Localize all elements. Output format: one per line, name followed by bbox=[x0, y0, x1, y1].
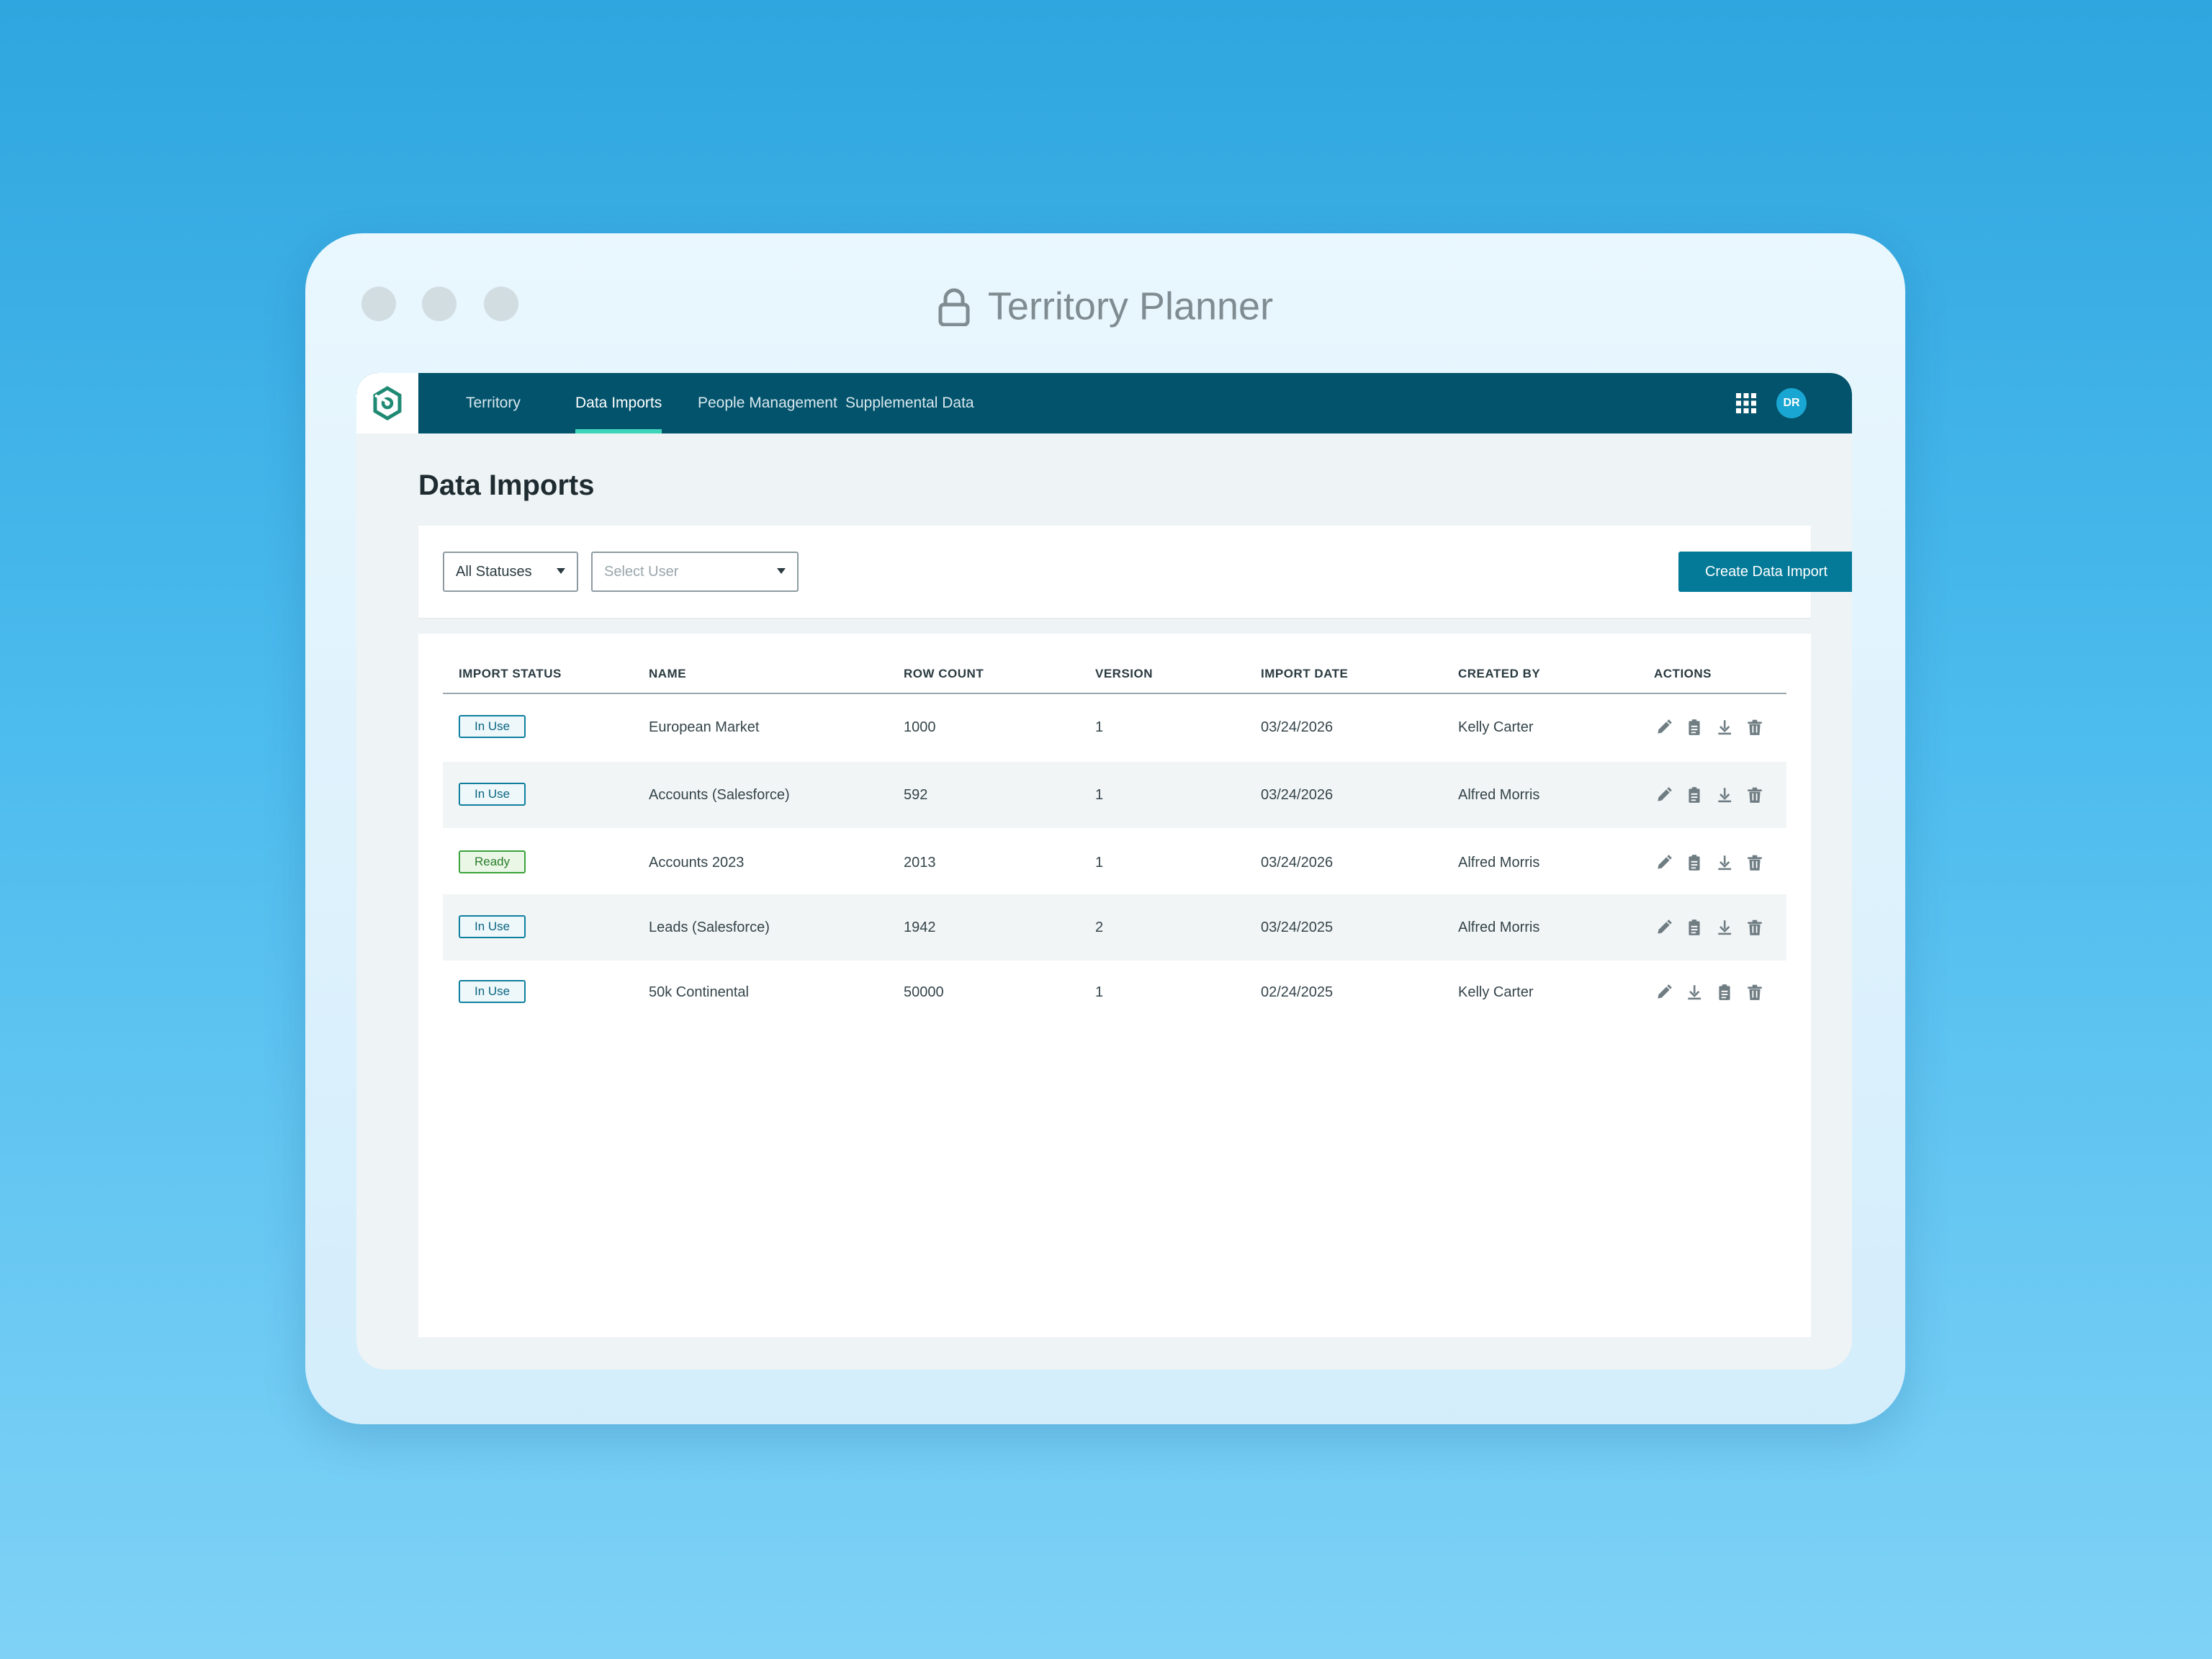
clipboard-icon[interactable] bbox=[1683, 916, 1706, 939]
row-actions bbox=[1653, 916, 1766, 939]
trash-delete-icon[interactable] bbox=[1743, 916, 1766, 939]
row-count-cell: 50000 bbox=[904, 984, 944, 1000]
column-header-row-count[interactable]: ROW COUNT bbox=[904, 667, 984, 680]
row-count-cell: 1000 bbox=[904, 719, 936, 735]
row-actions bbox=[1653, 851, 1766, 874]
pencil-edit-icon[interactable] bbox=[1653, 783, 1676, 806]
import-date-cell: 03/24/2026 bbox=[1261, 787, 1334, 803]
download-icon[interactable] bbox=[1683, 981, 1706, 1004]
data-imports-table: IMPORT STATUS NAME ROW COUNT VERSION IMP… bbox=[418, 634, 1811, 1337]
table-header: IMPORT STATUS NAME ROW COUNT VERSION IMP… bbox=[443, 655, 1786, 694]
nav-tab-people-management[interactable]: People Management bbox=[698, 395, 837, 411]
download-icon[interactable] bbox=[1713, 916, 1736, 939]
pencil-edit-icon[interactable] bbox=[1653, 981, 1676, 1004]
status-badge: In Use bbox=[459, 915, 526, 938]
import-name-cell: 50k Continental bbox=[649, 984, 749, 1000]
column-header-import-status[interactable]: IMPORT STATUS bbox=[459, 667, 562, 680]
hexagon-logo-icon bbox=[373, 386, 402, 421]
column-header-version[interactable]: VERSION bbox=[1095, 667, 1154, 680]
window-title-bar: Territory Planner bbox=[305, 276, 1905, 331]
download-icon[interactable] bbox=[1713, 851, 1736, 874]
version-cell: 2 bbox=[1095, 920, 1104, 935]
row-actions bbox=[1653, 716, 1766, 739]
user-avatar[interactable]: DR bbox=[1776, 388, 1807, 418]
filter-bar: All Statuses Select User Create Data Imp… bbox=[418, 526, 1852, 618]
version-cell: 1 bbox=[1095, 984, 1104, 1000]
pencil-edit-icon[interactable] bbox=[1653, 716, 1676, 739]
trash-delete-icon[interactable] bbox=[1743, 783, 1766, 806]
column-header-name[interactable]: NAME bbox=[649, 667, 687, 680]
import-name-cell: Accounts (Salesforce) bbox=[649, 787, 790, 803]
import-date-cell: 03/24/2026 bbox=[1261, 855, 1334, 871]
row-actions bbox=[1653, 783, 1766, 806]
window-title: Territory Planner bbox=[987, 284, 1274, 328]
browser-window: Territory Planner Territory Data Imports… bbox=[305, 233, 1905, 1424]
version-cell: 1 bbox=[1095, 719, 1104, 735]
status-badge: In Use bbox=[459, 715, 526, 738]
version-cell: 1 bbox=[1095, 787, 1104, 803]
app-frame: Territory Data Imports People Management… bbox=[356, 373, 1852, 1370]
caret-down-icon bbox=[557, 568, 565, 574]
status-badge: Ready bbox=[459, 850, 526, 873]
clipboard-icon[interactable] bbox=[1713, 981, 1736, 1004]
import-name-cell: European Market bbox=[649, 719, 760, 735]
created-by-cell: Kelly Carter bbox=[1458, 984, 1534, 1000]
nav-tab-supplemental-data[interactable]: Supplemental Data bbox=[845, 395, 974, 411]
trash-delete-icon[interactable] bbox=[1743, 851, 1766, 874]
status-filter-value: All Statuses bbox=[456, 564, 532, 580]
import-date-cell: 02/24/2025 bbox=[1261, 984, 1334, 1000]
clipboard-icon[interactable] bbox=[1683, 851, 1706, 874]
window-minimize-dot[interactable] bbox=[422, 287, 457, 321]
status-filter-select[interactable]: All Statuses bbox=[443, 552, 578, 592]
version-cell: 1 bbox=[1095, 855, 1104, 871]
table-row[interactable]: In Use European Market 1000 1 03/24/2026 Kell… bbox=[443, 694, 1786, 760]
clipboard-icon[interactable] bbox=[1683, 783, 1706, 806]
download-icon[interactable] bbox=[1713, 716, 1736, 739]
nav-tab-data-imports[interactable]: Data Imports bbox=[575, 373, 662, 433]
status-badge: In Use bbox=[459, 783, 526, 806]
import-date-cell: 03/24/2026 bbox=[1261, 719, 1334, 735]
status-badge: In Use bbox=[459, 980, 526, 1003]
download-icon[interactable] bbox=[1713, 783, 1736, 806]
app-logo[interactable] bbox=[356, 373, 418, 433]
pencil-edit-icon[interactable] bbox=[1653, 851, 1676, 874]
pencil-edit-icon[interactable] bbox=[1653, 916, 1676, 939]
table-row[interactable]: In Use Leads (Salesforce) 1942 2 03/24/2025 A… bbox=[443, 894, 1786, 961]
user-filter-select[interactable]: Select User bbox=[591, 552, 799, 592]
page-title: Data Imports bbox=[418, 469, 595, 501]
column-header-created-by[interactable]: CREATED BY bbox=[1458, 667, 1541, 680]
row-count-cell: 592 bbox=[904, 787, 928, 803]
column-header-import-date[interactable]: IMPORT DATE bbox=[1261, 667, 1349, 680]
user-filter-placeholder: Select User bbox=[604, 564, 679, 580]
created-by-cell: Alfred Morris bbox=[1458, 920, 1540, 935]
created-by-cell: Kelly Carter bbox=[1458, 719, 1534, 735]
row-count-cell: 1942 bbox=[904, 920, 936, 935]
create-data-import-button[interactable]: Create Data Import bbox=[1678, 552, 1852, 592]
column-header-actions: ACTIONS bbox=[1654, 667, 1712, 680]
nav-tab-territory[interactable]: Territory bbox=[466, 395, 521, 411]
apps-grid-icon[interactable] bbox=[1735, 392, 1758, 415]
created-by-cell: Alfred Morris bbox=[1458, 787, 1540, 803]
lock-icon bbox=[938, 288, 970, 326]
caret-down-icon bbox=[777, 568, 786, 574]
row-count-cell: 2013 bbox=[904, 855, 936, 871]
trash-delete-icon[interactable] bbox=[1743, 716, 1766, 739]
table-row[interactable]: In Use 50k Continental 50000 1 02/24/2025 Kel… bbox=[443, 959, 1786, 1025]
import-name-cell: Leads (Salesforce) bbox=[649, 920, 770, 935]
clipboard-icon[interactable] bbox=[1683, 716, 1706, 739]
import-date-cell: 03/24/2025 bbox=[1261, 920, 1334, 935]
window-close-dot[interactable] bbox=[361, 287, 396, 321]
import-name-cell: Accounts 2023 bbox=[649, 855, 745, 871]
row-actions bbox=[1653, 981, 1766, 1004]
created-by-cell: Alfred Morris bbox=[1458, 855, 1540, 871]
trash-delete-icon[interactable] bbox=[1743, 981, 1766, 1004]
table-row[interactable]: Ready Accounts 2023 2013 1 03/24/2026 Alfred … bbox=[443, 830, 1786, 896]
table-row[interactable]: In Use Accounts (Salesforce) 592 1 03/24/202… bbox=[443, 762, 1786, 828]
top-navigation: Territory Data Imports People Management… bbox=[356, 373, 1852, 433]
window-maximize-dot[interactable] bbox=[484, 287, 518, 321]
